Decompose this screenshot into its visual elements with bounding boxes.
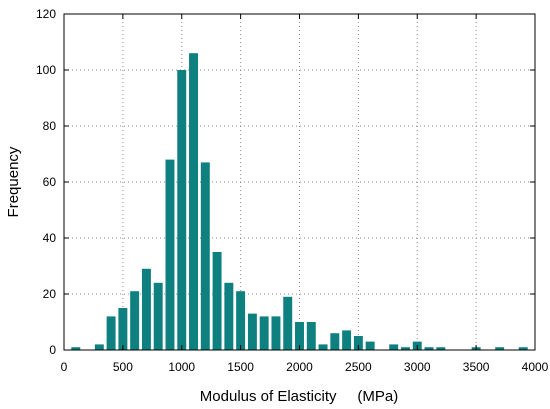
histogram-bar [295, 322, 304, 350]
histogram-bar [330, 333, 340, 350]
x-tick-label: 3500 [463, 360, 490, 374]
y-tick-label: 100 [36, 63, 56, 77]
x-tick-label: 3000 [404, 360, 431, 374]
histogram-bar [165, 159, 175, 350]
histogram-bar [94, 344, 104, 350]
x-tick-label: 2500 [345, 360, 372, 374]
histogram-bar [306, 322, 316, 350]
y-tick-label: 80 [43, 119, 57, 133]
histogram-bar [518, 347, 528, 350]
x-tick-label: 1500 [227, 360, 254, 374]
y-tick-label: 120 [36, 7, 56, 21]
y-tick-label: 0 [49, 343, 56, 357]
histogram-bar [271, 316, 281, 350]
histogram-bar [424, 347, 434, 350]
histogram-bar [283, 296, 293, 350]
y-tick-label: 60 [43, 175, 57, 189]
histogram-bar [495, 347, 505, 350]
histogram-bar [353, 336, 363, 350]
y-tick-label: 40 [43, 231, 57, 245]
histogram-bar [401, 347, 410, 350]
histogram-bar [130, 291, 140, 350]
histogram-bar [177, 70, 187, 350]
histogram-bar [236, 291, 246, 350]
x-tick-label: 500 [113, 360, 133, 374]
histogram-bar [389, 344, 399, 350]
x-axis-title: Modulus of Elasticity (MPa) [200, 388, 398, 405]
bars [71, 53, 528, 350]
x-tick-label: 1000 [168, 360, 195, 374]
histogram-bar [212, 252, 222, 350]
histogram-bar [200, 162, 210, 350]
histogram-bar [259, 316, 269, 350]
histogram-bar [71, 347, 81, 350]
x-tick-label: 0 [61, 360, 68, 374]
histogram-bar [153, 282, 163, 350]
histogram-bar [189, 53, 198, 350]
histogram-bar [436, 347, 446, 350]
histogram-bar [318, 344, 328, 350]
histogram-bar [247, 313, 257, 350]
x-tick-label: 2000 [286, 360, 313, 374]
histogram-bar [118, 308, 128, 350]
x-tick-label: 4000 [522, 360, 549, 374]
histogram-bar [365, 341, 375, 350]
histogram-bar [141, 268, 151, 350]
ticks: 0 500 1000 1500 2000 2500 3000 3500 4000 0 20 40 60 8… [36, 7, 549, 374]
y-axis-title: Frequency [5, 146, 22, 217]
y-tick-label: 20 [43, 287, 57, 301]
histogram-bar [106, 316, 116, 350]
histogram-bar [224, 282, 234, 350]
histogram-bar [342, 330, 352, 350]
